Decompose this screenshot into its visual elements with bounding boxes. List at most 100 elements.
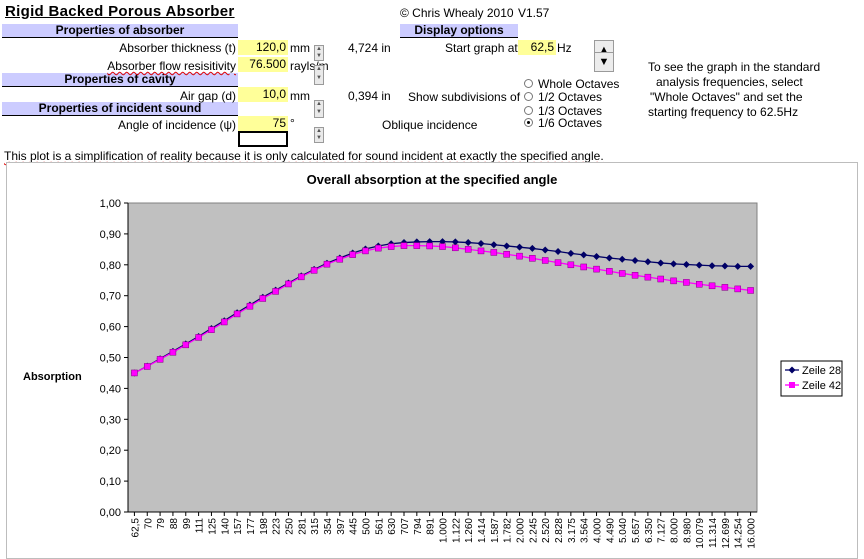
section-display-header: Display options [400,24,518,38]
data-point-2 [221,318,228,326]
y-axis-label: Absorption [23,371,82,383]
airgap-input[interactable]: 10,0 [238,87,288,102]
chart-area: Overall absorption at the specified angl… [6,162,858,559]
data-point-1 [695,261,703,269]
x-tick-label: 5.040 [618,518,629,543]
radio-third-octaves[interactable]: 1/3 Octaves [522,104,632,118]
thickness-inches: 4,724 in [348,41,391,55]
data-point-2 [708,282,716,290]
section-cavity-header: Properties of cavity [2,73,238,87]
thickness-input[interactable]: 120,0 [238,40,288,55]
spin-down-icon[interactable]: ▼ [316,75,322,81]
frequency-down-button[interactable]: ▼ [594,52,614,72]
data-point-2 [477,247,485,255]
data-point-2 [606,268,613,275]
data-point-2 [657,275,664,283]
thickness-unit: mm [290,41,310,55]
plot-background [127,202,758,513]
data-point-2 [695,281,703,288]
data-point-2 [156,356,164,363]
x-tick-label: 2.245 [528,518,539,543]
data-point-2 [683,279,690,286]
start-graph-label: Start graph at [445,41,518,55]
spin-up-icon[interactable]: ▲ [316,128,322,134]
radio-whole-octaves[interactable]: Whole Octaves [522,77,632,91]
data-point-1 [580,251,588,259]
data-point-1 [503,242,511,250]
x-tick-label: 500 [361,518,372,535]
legend-marker-1 [788,366,796,374]
data-point-2 [631,272,639,279]
spin-down-icon[interactable]: ▼ [316,53,322,59]
x-tick-label: 177 [246,518,257,535]
thickness-spinner[interactable]: ▲ ▼ [314,45,324,61]
data-point-2 [323,260,331,268]
y-tick-label: 0,30 [100,414,121,426]
data-point-1 [682,260,690,268]
x-tick-label: 630 [387,518,398,535]
airgap-spinner[interactable]: ▲ ▼ [314,100,324,118]
resistivity-label: Absorber flow resisitivity [107,59,236,73]
data-point-1 [554,248,562,256]
spin-up-icon[interactable]: ▲ [316,46,322,52]
selected-cell[interactable] [238,131,288,147]
radio-button-icon[interactable] [524,92,533,101]
data-point-2 [721,284,729,291]
radio-button-icon[interactable] [524,118,533,127]
x-tick-label: 4.000 [593,518,604,543]
data-point-2 [593,265,600,273]
x-tick-label: 1.782 [503,518,514,543]
data-point-2 [413,242,421,249]
start-graph-unit: Hz [557,41,572,55]
x-tick-label: 4.490 [605,518,616,543]
data-point-2 [747,287,754,294]
data-point-2 [644,273,652,281]
data-point-2 [670,277,677,285]
y-tick-label: 0,00 [100,507,121,519]
y-tick-label: 0,90 [100,229,121,241]
data-point-2 [567,261,575,269]
y-tick-label: 0,50 [100,353,121,365]
x-tick-label: 88 [169,518,180,530]
data-point-2 [554,259,562,266]
resistivity-spinner[interactable]: ▲ ▼ [314,65,324,85]
data-point-2 [580,263,587,271]
y-tick-label: 0,10 [100,476,121,488]
data-point-2 [503,251,510,258]
angle-label: Angle of incidence (ψ) [118,118,236,132]
arrow-up-icon: ▲ [598,44,610,56]
radio-sixth-octaves[interactable]: 1/6 Octaves [522,116,632,130]
spin-up-icon[interactable]: ▲ [316,101,322,107]
start-graph-input[interactable]: 62,5 [518,40,556,55]
x-tick-label: 354 [323,518,334,535]
data-point-2 [208,326,215,333]
radio-button-icon[interactable] [524,79,533,88]
arrow-down-icon: ▼ [598,56,610,68]
angle-spinner[interactable]: ▲ ▼ [314,127,324,143]
x-tick-label: 157 [233,518,244,535]
data-point-2 [310,267,318,274]
data-point-2 [529,255,536,262]
x-tick-label: 250 [284,518,295,535]
octave-radio-group: Whole Octaves 1/2 Octaves 1/3 Octaves 1/… [522,77,632,132]
radio-button-icon[interactable] [524,106,533,115]
x-tick-label: 62,5 [130,518,141,538]
data-point-1 [528,244,536,252]
x-tick-label: 16.000 [747,518,758,549]
data-point-2 [734,285,741,293]
x-tick-label: 315 [310,518,321,535]
data-point-2 [387,243,395,250]
data-point-2 [131,369,138,377]
data-point-1 [657,259,665,267]
section-absorber-header: Properties of absorber [2,24,238,38]
angle-input[interactable]: 75 [238,116,288,131]
x-tick-label: 397 [336,518,347,535]
resistivity-input[interactable]: 76.500 [238,57,288,72]
data-point-1 [631,256,639,264]
spin-down-icon[interactable]: ▼ [316,135,322,141]
spin-down-icon[interactable]: ▼ [316,109,322,115]
spin-up-icon[interactable]: ▲ [316,66,322,72]
data-point-1 [464,239,472,247]
radio-half-octaves[interactable]: 1/2 Octaves [522,90,632,104]
data-point-1 [605,254,613,262]
